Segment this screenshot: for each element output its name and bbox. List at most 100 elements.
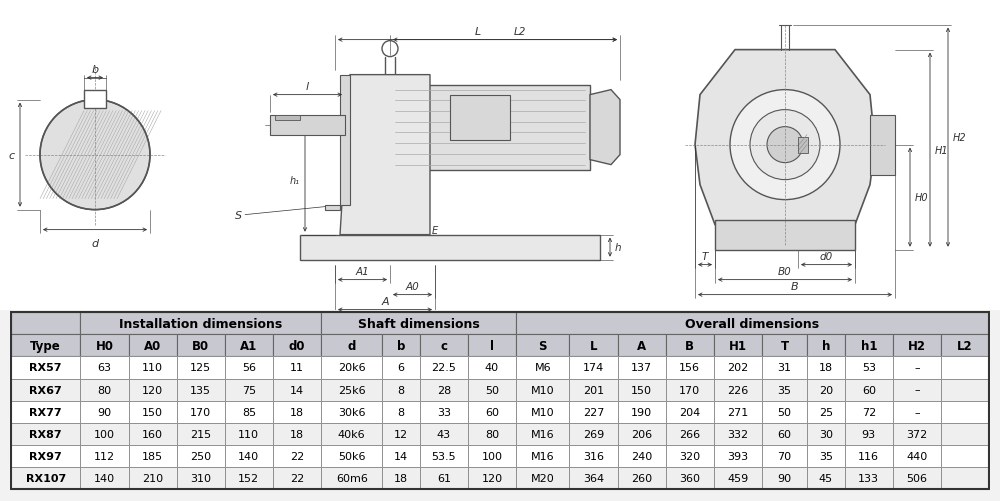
Text: 12: 12 bbox=[394, 429, 408, 439]
Text: h: h bbox=[615, 242, 622, 253]
Bar bbox=[762, 423, 807, 445]
Text: 364: 364 bbox=[583, 473, 604, 483]
Bar bbox=[941, 445, 989, 467]
Text: 170: 170 bbox=[679, 385, 700, 395]
Text: 125: 125 bbox=[190, 363, 211, 373]
Text: 150: 150 bbox=[631, 385, 652, 395]
Bar bbox=[468, 357, 516, 379]
Text: 60: 60 bbox=[778, 429, 792, 439]
Bar bbox=[420, 445, 468, 467]
Bar bbox=[11, 401, 80, 423]
Bar bbox=[516, 379, 569, 401]
Bar bbox=[845, 445, 893, 467]
Text: 360: 360 bbox=[679, 473, 700, 483]
Text: 40k6: 40k6 bbox=[338, 429, 366, 439]
Text: 372: 372 bbox=[906, 429, 927, 439]
Bar bbox=[893, 401, 941, 423]
Text: B: B bbox=[791, 281, 799, 291]
Text: 53.5: 53.5 bbox=[432, 451, 456, 461]
Bar bbox=[273, 379, 321, 401]
Text: 120: 120 bbox=[481, 473, 503, 483]
Bar bbox=[382, 423, 420, 445]
Text: Shaft dimensions: Shaft dimensions bbox=[358, 317, 479, 330]
Text: 250: 250 bbox=[190, 451, 211, 461]
Text: 100: 100 bbox=[94, 429, 115, 439]
Text: 210: 210 bbox=[142, 473, 163, 483]
Text: c: c bbox=[440, 339, 447, 352]
Text: 28: 28 bbox=[437, 385, 451, 395]
Bar bbox=[845, 423, 893, 445]
Text: 93: 93 bbox=[862, 429, 876, 439]
Text: 316: 316 bbox=[583, 451, 604, 461]
Bar bbox=[273, 423, 321, 445]
Bar bbox=[715, 220, 855, 250]
Text: 269: 269 bbox=[583, 429, 604, 439]
Bar bbox=[714, 401, 762, 423]
Bar bbox=[941, 379, 989, 401]
Bar bbox=[845, 335, 893, 357]
Bar bbox=[618, 379, 666, 401]
Text: 215: 215 bbox=[190, 429, 211, 439]
Bar bbox=[762, 467, 807, 489]
Bar bbox=[941, 335, 989, 357]
Text: 25: 25 bbox=[819, 407, 833, 417]
Text: l: l bbox=[306, 82, 309, 92]
Bar bbox=[807, 423, 845, 445]
Bar bbox=[177, 401, 225, 423]
Bar bbox=[129, 467, 177, 489]
Text: 35: 35 bbox=[819, 451, 833, 461]
Text: 70: 70 bbox=[778, 451, 792, 461]
Bar bbox=[516, 467, 569, 489]
Text: 85: 85 bbox=[242, 407, 256, 417]
Bar bbox=[516, 335, 569, 357]
Bar bbox=[0, 1, 200, 310]
Bar bbox=[807, 401, 845, 423]
Text: 160: 160 bbox=[142, 429, 163, 439]
Bar bbox=[382, 401, 420, 423]
Text: H1: H1 bbox=[935, 145, 949, 155]
Text: M6: M6 bbox=[534, 363, 551, 373]
Bar bbox=[807, 379, 845, 401]
Text: S: S bbox=[235, 210, 242, 220]
Bar bbox=[129, 445, 177, 467]
Polygon shape bbox=[340, 76, 430, 235]
Text: B0: B0 bbox=[778, 266, 792, 276]
Text: 45: 45 bbox=[819, 473, 833, 483]
Bar bbox=[845, 467, 893, 489]
Bar bbox=[80, 357, 129, 379]
Bar bbox=[129, 379, 177, 401]
Text: 170: 170 bbox=[190, 407, 211, 417]
Bar bbox=[273, 335, 321, 357]
Text: 260: 260 bbox=[631, 473, 652, 483]
Text: 35: 35 bbox=[778, 385, 792, 395]
Bar bbox=[382, 379, 420, 401]
Text: 80: 80 bbox=[485, 429, 499, 439]
Text: 56: 56 bbox=[242, 363, 256, 373]
Text: B0: B0 bbox=[192, 339, 209, 352]
Text: 50: 50 bbox=[485, 385, 499, 395]
Text: 133: 133 bbox=[858, 473, 879, 483]
Circle shape bbox=[750, 110, 820, 180]
Bar bbox=[893, 357, 941, 379]
Text: 63: 63 bbox=[98, 363, 112, 373]
Bar bbox=[468, 335, 516, 357]
Text: S: S bbox=[539, 339, 547, 352]
Bar bbox=[845, 401, 893, 423]
Bar bbox=[468, 401, 516, 423]
Text: L2: L2 bbox=[957, 339, 973, 352]
Bar bbox=[275, 115, 300, 120]
Text: Overall dimensions: Overall dimensions bbox=[685, 317, 820, 330]
Polygon shape bbox=[798, 137, 808, 153]
Text: 30: 30 bbox=[819, 429, 833, 439]
Bar bbox=[382, 445, 420, 467]
Bar bbox=[11, 313, 80, 335]
Bar bbox=[666, 423, 714, 445]
Bar bbox=[382, 467, 420, 489]
Bar bbox=[80, 379, 129, 401]
Bar bbox=[225, 357, 273, 379]
Bar bbox=[321, 445, 382, 467]
Bar bbox=[762, 379, 807, 401]
Text: 310: 310 bbox=[190, 473, 211, 483]
Bar bbox=[807, 335, 845, 357]
Bar bbox=[420, 335, 468, 357]
